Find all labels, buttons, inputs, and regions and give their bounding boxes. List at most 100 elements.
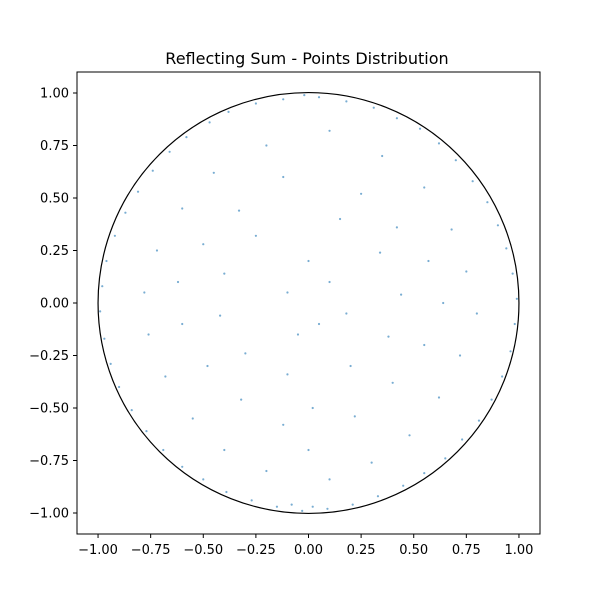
data-point: [181, 465, 184, 468]
data-point: [282, 423, 285, 426]
data-point: [370, 461, 373, 464]
data-point: [145, 430, 148, 433]
data-point: [254, 102, 257, 105]
y-tick-label: 0.75: [40, 139, 69, 154]
data-point: [296, 333, 300, 336]
data-point: [465, 270, 468, 273]
x-axis: −1.00 −0.75 −0.50 −0.25 0.00 0.25 0.50 0.75 1.00: [78, 534, 533, 558]
data-point: [391, 381, 394, 384]
data-point: [307, 448, 310, 452]
y-tick-label: −0.25: [29, 349, 69, 364]
data-point: [282, 175, 285, 179]
data-point: [130, 409, 133, 412]
x-tick-label: −0.75: [131, 543, 171, 558]
data-point: [345, 312, 348, 315]
y-tick-label: −1.00: [29, 507, 69, 522]
data-point: [265, 469, 268, 473]
data-point: [113, 234, 116, 237]
data-point: [477, 419, 481, 422]
y-tick-label: 0.00: [40, 297, 69, 312]
data-point: [124, 211, 127, 214]
data-point: [345, 100, 348, 103]
data-point: [328, 129, 331, 132]
data-point: [395, 226, 398, 229]
data-point: [454, 159, 457, 162]
data-point: [395, 117, 398, 120]
x-tick-label: −0.25: [236, 543, 276, 558]
x-tick-label: 1.00: [504, 543, 533, 558]
data-point: [505, 247, 508, 250]
data-point: [212, 171, 215, 174]
data-point: [136, 190, 140, 193]
data-point: [237, 209, 241, 212]
data-point: [208, 121, 211, 124]
data-point: [378, 251, 382, 254]
data-point: [202, 478, 205, 481]
data-point: [275, 505, 279, 508]
data-point: [223, 448, 226, 452]
data-point: [219, 314, 222, 317]
data-point: [515, 297, 518, 300]
data-point: [117, 385, 121, 389]
data-point: [509, 350, 512, 353]
data-point: [206, 364, 209, 368]
data-point: [475, 312, 478, 315]
x-tick-label: −0.50: [183, 543, 223, 558]
data-point: [225, 490, 228, 494]
data-point: [185, 136, 188, 139]
data-point: [286, 373, 289, 376]
data-point: [191, 417, 194, 420]
data-point: [311, 505, 314, 508]
data-point: [353, 415, 356, 418]
data-point: [360, 192, 363, 195]
data-point: [143, 291, 146, 294]
data-point: [176, 280, 180, 284]
y-axis: −1.00 −0.75 −0.50 −0.25 0.00 0.25 0.50 0.75 1.00: [29, 87, 77, 522]
data-point: [501, 375, 504, 378]
data-point: [444, 457, 447, 460]
y-tick-label: 0.25: [40, 244, 69, 259]
x-tick-label: 0.75: [452, 543, 481, 558]
data-point: [317, 96, 321, 99]
data-point: [486, 201, 489, 204]
data-point: [99, 310, 102, 313]
data-point: [513, 322, 516, 326]
data-point: [423, 472, 426, 475]
data-point: [423, 343, 426, 347]
data-point: [151, 169, 154, 172]
data-point: [240, 398, 243, 401]
data-point: [168, 150, 171, 153]
data-point: [381, 154, 384, 158]
x-tick-label: 0.25: [347, 543, 376, 558]
data-point: [423, 186, 426, 189]
data-point: [490, 398, 493, 401]
data-point: [290, 503, 293, 506]
data-point: [147, 333, 150, 336]
data-point: [328, 280, 331, 284]
data-point: [105, 259, 108, 263]
data-point: [437, 396, 441, 399]
data-point: [471, 180, 474, 183]
data-point: [402, 484, 405, 487]
axes-frame: [76, 71, 541, 535]
data-point: [162, 448, 165, 452]
data-point: [109, 362, 112, 365]
data-point: [103, 337, 106, 340]
data-point: [461, 438, 464, 441]
data-point: [250, 499, 253, 502]
data-point: [400, 293, 403, 296]
data-point: [301, 509, 304, 512]
data-point: [458, 354, 462, 357]
data-point: [326, 507, 329, 510]
data-point: [101, 285, 104, 288]
data-point: [450, 228, 453, 231]
data-point: [338, 217, 342, 221]
data-point: [244, 352, 247, 355]
data-point: [408, 434, 411, 437]
data-point: [202, 243, 205, 246]
data-point: [282, 98, 285, 101]
y-tick-label: 1.00: [40, 87, 69, 102]
x-tick-label: 0.00: [294, 543, 323, 558]
points-layer: [99, 94, 518, 512]
